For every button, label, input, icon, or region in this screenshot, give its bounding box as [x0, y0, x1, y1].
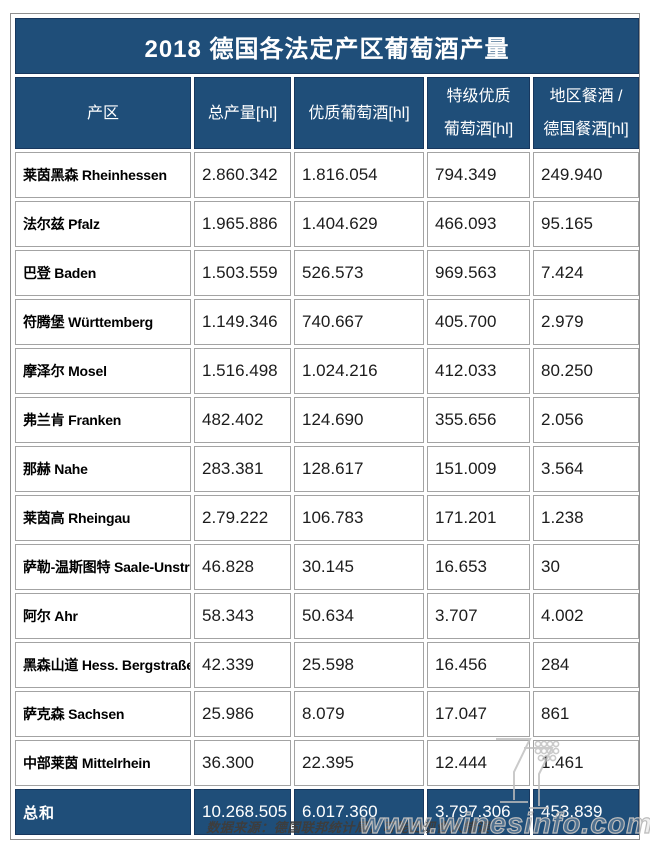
region-cell: 弗兰肯 Franken: [15, 397, 191, 443]
table-row: 符腾堡 Württemberg 1.149.346 740.667 405.70…: [15, 299, 640, 345]
value-cell: 466.093: [427, 201, 530, 247]
value-cell: 50.634: [294, 593, 424, 639]
table-row: 法尔兹 Pfalz 1.965.886 1.404.629 466.093 95…: [15, 201, 640, 247]
table-row: 弗兰肯 Franken 482.402 124.690 355.656 2.05…: [15, 397, 640, 443]
production-table: 2018 德国各法定产区葡萄酒产量 产区 总产量[hl] 优质葡萄酒[hl] 特…: [10, 13, 640, 840]
region-cell: 巴登 Baden: [15, 250, 191, 296]
value-cell: 861: [533, 691, 640, 737]
value-cell: 16.653: [427, 544, 530, 590]
table-row: 萨克森 Sachsen 25.986 8.079 17.047 861: [15, 691, 640, 737]
value-cell: 30: [533, 544, 640, 590]
total-value: 10.268.505: [194, 789, 291, 835]
value-cell: 58.343: [194, 593, 291, 639]
value-cell: 1.516.498: [194, 348, 291, 394]
total-value: 3.797.306: [427, 789, 530, 835]
value-cell: 25.986: [194, 691, 291, 737]
region-cell: 莱茵高 Rheingau: [15, 495, 191, 541]
value-cell: 355.656: [427, 397, 530, 443]
value-cell: 2.979: [533, 299, 640, 345]
value-cell: 7.424: [533, 250, 640, 296]
watermark-url: www.winesinfo.com: [359, 807, 650, 840]
value-cell: 2.79.222: [194, 495, 291, 541]
value-cell: 1.024.216: [294, 348, 424, 394]
value-cell: 794.349: [427, 152, 530, 198]
table-row: 阿尔 Ahr 58.343 50.634 3.707 4.002: [15, 593, 640, 639]
table-row: 那赫 Nahe 283.381 128.617 151.009 3.564: [15, 446, 640, 492]
value-cell: 482.402: [194, 397, 291, 443]
region-cell: 摩泽尔 Mosel: [15, 348, 191, 394]
total-value: 453.839: [533, 789, 640, 835]
value-cell: 124.690: [294, 397, 424, 443]
region-cell: 阿尔 Ahr: [15, 593, 191, 639]
table-row: 莱茵黑森 Rheinhessen 2.860.342 1.816.054 794…: [15, 152, 640, 198]
region-cell: 符腾堡 Württemberg: [15, 299, 191, 345]
value-cell: 1.238: [533, 495, 640, 541]
table-row: 莱茵高 Rheingau 2.79.222 106.783 171.201 1.…: [15, 495, 640, 541]
value-cell: 80.250: [533, 348, 640, 394]
value-cell: 1.503.559: [194, 250, 291, 296]
region-cell: 莱茵黑森 Rheinhessen: [15, 152, 191, 198]
value-cell: 46.828: [194, 544, 291, 590]
value-cell: 1.149.346: [194, 299, 291, 345]
table-row: 摩泽尔 Mosel 1.516.498 1.024.216 412.033 80…: [15, 348, 640, 394]
value-cell: 1.404.629: [294, 201, 424, 247]
value-cell: 969.563: [427, 250, 530, 296]
value-cell: 405.700: [427, 299, 530, 345]
table-row: 萨勒-温斯图特 Saale-Unstrut 46.828 30.145 16.6…: [15, 544, 640, 590]
value-cell: 95.165: [533, 201, 640, 247]
value-cell: 22.395: [294, 740, 424, 786]
value-cell: 3.707: [427, 593, 530, 639]
table-row: 巴登 Baden 1.503.559 526.573 969.563 7.424: [15, 250, 640, 296]
value-cell: 42.339: [194, 642, 291, 688]
value-cell: 412.033: [427, 348, 530, 394]
value-cell: 740.667: [294, 299, 424, 345]
value-cell: 283.381: [194, 446, 291, 492]
total-value: 6.017.360: [294, 789, 424, 835]
value-cell: 151.009: [427, 446, 530, 492]
value-cell: 2.860.342: [194, 152, 291, 198]
region-cell: 黑森山道 Hess. Bergstraße: [15, 642, 191, 688]
value-cell: 25.598: [294, 642, 424, 688]
value-cell: 284: [533, 642, 640, 688]
region-cell: 那赫 Nahe: [15, 446, 191, 492]
total-row: 总和 10.268.505 6.017.360 3.797.306 453.83…: [15, 789, 640, 835]
value-cell: 1.816.054: [294, 152, 424, 198]
region-cell: 法尔兹 Pfalz: [15, 201, 191, 247]
value-cell: 249.940: [533, 152, 640, 198]
table-row: 中部莱茵 Mittelrhein 36.300 22.395 12.444 1.…: [15, 740, 640, 786]
value-cell: 30.145: [294, 544, 424, 590]
value-cell: 16.456: [427, 642, 530, 688]
value-cell: 8.079: [294, 691, 424, 737]
value-cell: 171.201: [427, 495, 530, 541]
total-label: 总和: [15, 789, 191, 835]
column-header-total-production: 总产量[hl]: [194, 77, 291, 149]
value-cell: 3.564: [533, 446, 640, 492]
region-cell: 萨克森 Sachsen: [15, 691, 191, 737]
region-cell: 中部莱茵 Mittelrhein: [15, 740, 191, 786]
region-cell: 萨勒-温斯图特 Saale-Unstrut: [15, 544, 191, 590]
table-row: 黑森山道 Hess. Bergstraße 42.339 25.598 16.4…: [15, 642, 640, 688]
table-title: 2018 德国各法定产区葡萄酒产量: [15, 18, 640, 74]
column-header-quality-wine: 优质葡萄酒[hl]: [294, 77, 424, 149]
value-cell: 526.573: [294, 250, 424, 296]
value-cell: 36.300: [194, 740, 291, 786]
value-cell: 17.047: [427, 691, 530, 737]
column-header-table-wine: 地区餐酒 / 德国餐酒[hl]: [533, 77, 640, 149]
value-cell: 12.444: [427, 740, 530, 786]
value-cell: 2.056: [533, 397, 640, 443]
column-header-premium-quality-wine: 特级优质 葡萄酒[hl]: [427, 77, 530, 149]
value-cell: 106.783: [294, 495, 424, 541]
value-cell: 1.965.886: [194, 201, 291, 247]
wine-glasses-icon: [496, 738, 560, 809]
value-cell: 4.002: [533, 593, 640, 639]
data-source-note: 数据来源：德国联邦统计局，可能出现舍入错误: [206, 820, 490, 835]
column-header-region: 产区: [15, 77, 191, 149]
value-cell: 128.617: [294, 446, 424, 492]
